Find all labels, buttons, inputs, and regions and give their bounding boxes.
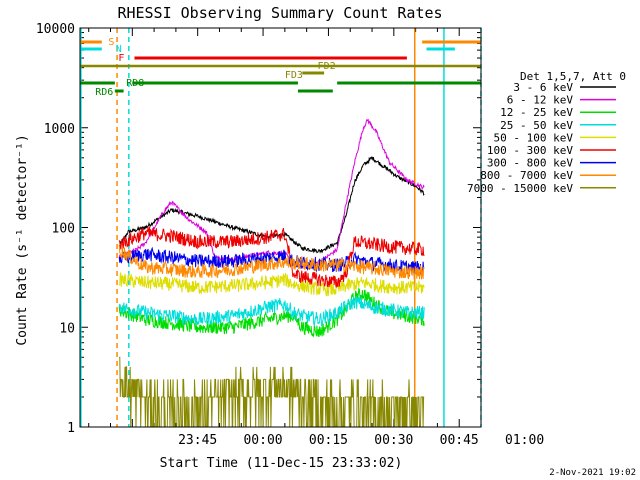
series-line-3 (118, 296, 425, 328)
y-tick-label: 1 (67, 421, 75, 436)
x-tick-label: 00:45 (440, 433, 479, 448)
x-tick-label: 00:30 (374, 433, 413, 448)
state-bars: SNF FD2 FD3 RD8 RD6 (80, 37, 481, 98)
x-tick-label: 23:45 (178, 433, 217, 448)
state-label-fd3: FD3 (285, 70, 303, 81)
series-lines (118, 118, 425, 428)
chart-title: RHESSI Observing Summary Count Rates (117, 4, 442, 22)
y-axis-label: Count Rate (s⁻¹ detector⁻¹) (15, 134, 30, 345)
state-label-f: F (118, 53, 124, 64)
legend-label-3: 25 - 50 keV (500, 119, 573, 132)
legend-label-0: 3 - 6 keV (513, 81, 573, 94)
y-tick-label: 10 (59, 321, 75, 336)
series-line-4 (118, 272, 425, 297)
x-tick-label: 00:00 (243, 433, 282, 448)
legend-label-2: 12 - 25 keV (500, 106, 573, 119)
plot-frame (79, 27, 482, 428)
series-line-8 (119, 356, 425, 428)
legend-label-8: 7000 - 15000 keV (467, 182, 573, 195)
legend-label-5: 100 - 300 keV (487, 144, 573, 157)
tick-labels: 1 10 100 1000 10000 23:45 00:00 00:15 00:30 00:45… (36, 22, 544, 448)
legend-label-1: 6 - 12 keV (507, 94, 574, 107)
state-label-s: S (108, 37, 114, 48)
y-tick-label: 10000 (36, 22, 75, 37)
series-line-5 (118, 226, 425, 288)
legend-label-6: 300 - 800 keV (487, 157, 573, 170)
legend-label-4: 50 - 100 keV (494, 131, 574, 144)
series-line-1 (118, 118, 425, 269)
legend-title: Det 1,5,7, Att 0 (520, 70, 626, 83)
state-label-rd8: RD8 (126, 78, 144, 89)
x-tick-label: 01:00 (505, 433, 544, 448)
y-tick-label: 1000 (44, 122, 75, 137)
y-tick-label: 100 (52, 222, 75, 237)
legend-label-7: 800 - 7000 keV (480, 169, 573, 182)
series-line-2 (118, 287, 425, 338)
series-line-7 (118, 244, 425, 281)
timestamp: 2-Nov-2021 19:02 (549, 468, 636, 478)
x-tick-label: 00:15 (309, 433, 348, 448)
state-label-fd2: FD2 (318, 61, 336, 72)
series-line-0 (118, 155, 425, 254)
x-axis-label: Start Time (11-Dec-15 23:33:02) (160, 456, 403, 471)
state-label-rd6: RD6 (95, 87, 113, 98)
state-label-n: N (116, 44, 122, 55)
